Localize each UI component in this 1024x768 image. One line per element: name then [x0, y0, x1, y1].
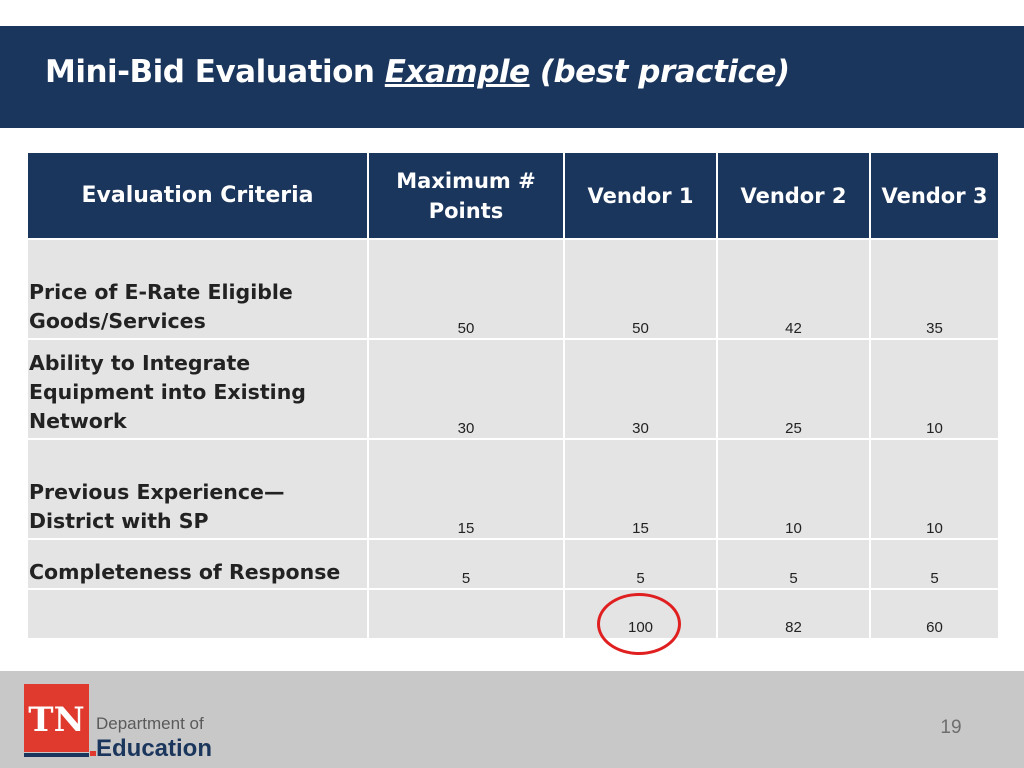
- max-points-cell: 30: [367, 338, 565, 440]
- vendor-2-score: 5: [716, 538, 871, 590]
- header-max-line1: Maximum #: [396, 168, 536, 193]
- criteria-text: Ability to Integrate: [29, 351, 251, 375]
- max-points-cell: 5: [367, 538, 565, 590]
- vendor-1-score: 5: [563, 538, 718, 590]
- header-evaluation-criteria: Evaluation Criteria: [26, 151, 369, 240]
- footer-bar: [0, 671, 1024, 768]
- logo-red-dot: [90, 751, 96, 756]
- logo-red-square: [24, 684, 89, 752]
- vendor-1-score: 30: [563, 338, 718, 440]
- header-maximum-points: Maximum # Points: [367, 151, 565, 240]
- title-lead: Mini-Bid Evaluation: [45, 54, 385, 90]
- logo-tn-text: TN: [28, 700, 84, 740]
- table-row: Price of E-Rate Eligible Goods/Services 5…: [26, 238, 1000, 340]
- header-vendor-3: Vendor 3: [869, 151, 1000, 240]
- header-vendor-1: Vendor 1: [563, 151, 718, 240]
- vendor-3-score: 5: [869, 538, 1000, 590]
- slide-title: Mini-Bid Evaluation Example (best practi…: [45, 54, 790, 90]
- table-row: Completeness of Response 5 5 5 5: [26, 538, 1000, 590]
- title-example: Example: [384, 54, 530, 90]
- vendor-1-score: 15: [563, 438, 718, 540]
- totals-row: 100 82 60: [26, 588, 1000, 640]
- table-row: Previous Experience— District with SP 15 …: [26, 438, 1000, 540]
- tn-education-logo: TN Department of Education: [24, 684, 212, 758]
- criteria-text: Previous Experience—: [29, 480, 285, 504]
- logo-department-text: Department of: [96, 714, 204, 733]
- header-max-line2: Points: [428, 198, 504, 223]
- criteria-cell: Previous Experience— District with SP: [26, 438, 369, 540]
- vendor-3-score: 10: [869, 338, 1000, 440]
- criteria-cell: Completeness of Response: [26, 538, 369, 590]
- vendor-1-score: 50: [563, 238, 718, 340]
- vendor-3-score: 35: [869, 238, 1000, 340]
- vendor-2-total: 82: [716, 588, 871, 640]
- vendor-1-total: 100: [563, 588, 718, 640]
- criteria-cell: Price of E-Rate Eligible Goods/Services: [26, 238, 369, 340]
- criteria-text: District with SP: [29, 509, 209, 533]
- criteria-cell: Ability to Integrate Equipment into Exist…: [26, 338, 369, 440]
- logo-education-text: Education: [96, 735, 212, 758]
- criteria-text: Equipment into Existing: [29, 380, 306, 404]
- max-points-cell: 15: [367, 438, 565, 540]
- page-number: 19: [940, 717, 962, 738]
- title-rest: (best practice): [529, 54, 790, 90]
- vendor-3-total: 60: [869, 588, 1000, 640]
- criteria-text: Network: [29, 409, 127, 433]
- title-bar: [0, 26, 1024, 128]
- vendor-3-score: 10: [869, 438, 1000, 540]
- totals-max-cell: [367, 588, 565, 640]
- vendor-2-score: 10: [716, 438, 871, 540]
- criteria-text: Completeness of Response: [29, 560, 341, 584]
- vendor-2-score: 42: [716, 238, 871, 340]
- table-header-row: Evaluation Criteria Maximum # Points Vend…: [26, 151, 1000, 240]
- max-points-cell: 50: [367, 238, 565, 340]
- header-vendor-2: Vendor 2: [716, 151, 871, 240]
- criteria-text: Price of E-Rate Eligible: [29, 280, 293, 304]
- table-row: Ability to Integrate Equipment into Exist…: [26, 338, 1000, 440]
- evaluation-table: Evaluation Criteria Maximum # Points Vend…: [26, 151, 1000, 640]
- criteria-text: Goods/Services: [29, 309, 206, 333]
- totals-label-cell: [26, 588, 369, 640]
- vendor-2-score: 25: [716, 338, 871, 440]
